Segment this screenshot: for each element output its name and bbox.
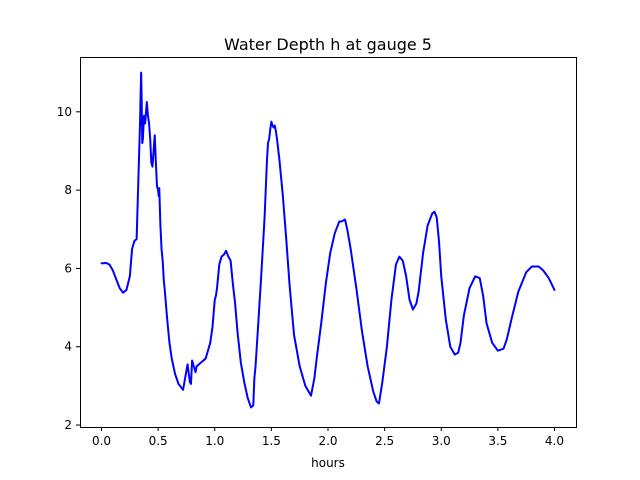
x-tick-label: 4.0: [545, 434, 564, 448]
series-line: [100, 71, 556, 409]
x-tick-label: 3.5: [488, 434, 507, 448]
y-axis: 2 4 6 8 10: [57, 105, 80, 432]
x-tick-label: 2.5: [375, 434, 394, 448]
x-tick-label: 1.5: [262, 434, 281, 448]
x-tick-label: 3.0: [432, 434, 451, 448]
x-tick-label: 1.0: [205, 434, 224, 448]
y-tick-label: 10: [57, 105, 72, 119]
chart-title: Water Depth h at gauge 5: [224, 35, 432, 54]
y-tick-label: 2: [64, 418, 72, 432]
y-tick-label: 8: [64, 183, 72, 197]
y-tick-label: 4: [64, 340, 72, 354]
x-axis: 0.0 0.5 1.0 1.5 2.0 2.5 3.0 3.5 4.0: [92, 427, 564, 448]
y-tick-label: 6: [64, 261, 72, 275]
x-tick-label: 0.0: [92, 434, 111, 448]
x-tick-label: 0.5: [149, 434, 168, 448]
x-axis-label: hours: [311, 456, 345, 470]
x-tick-label: 2.0: [318, 434, 337, 448]
